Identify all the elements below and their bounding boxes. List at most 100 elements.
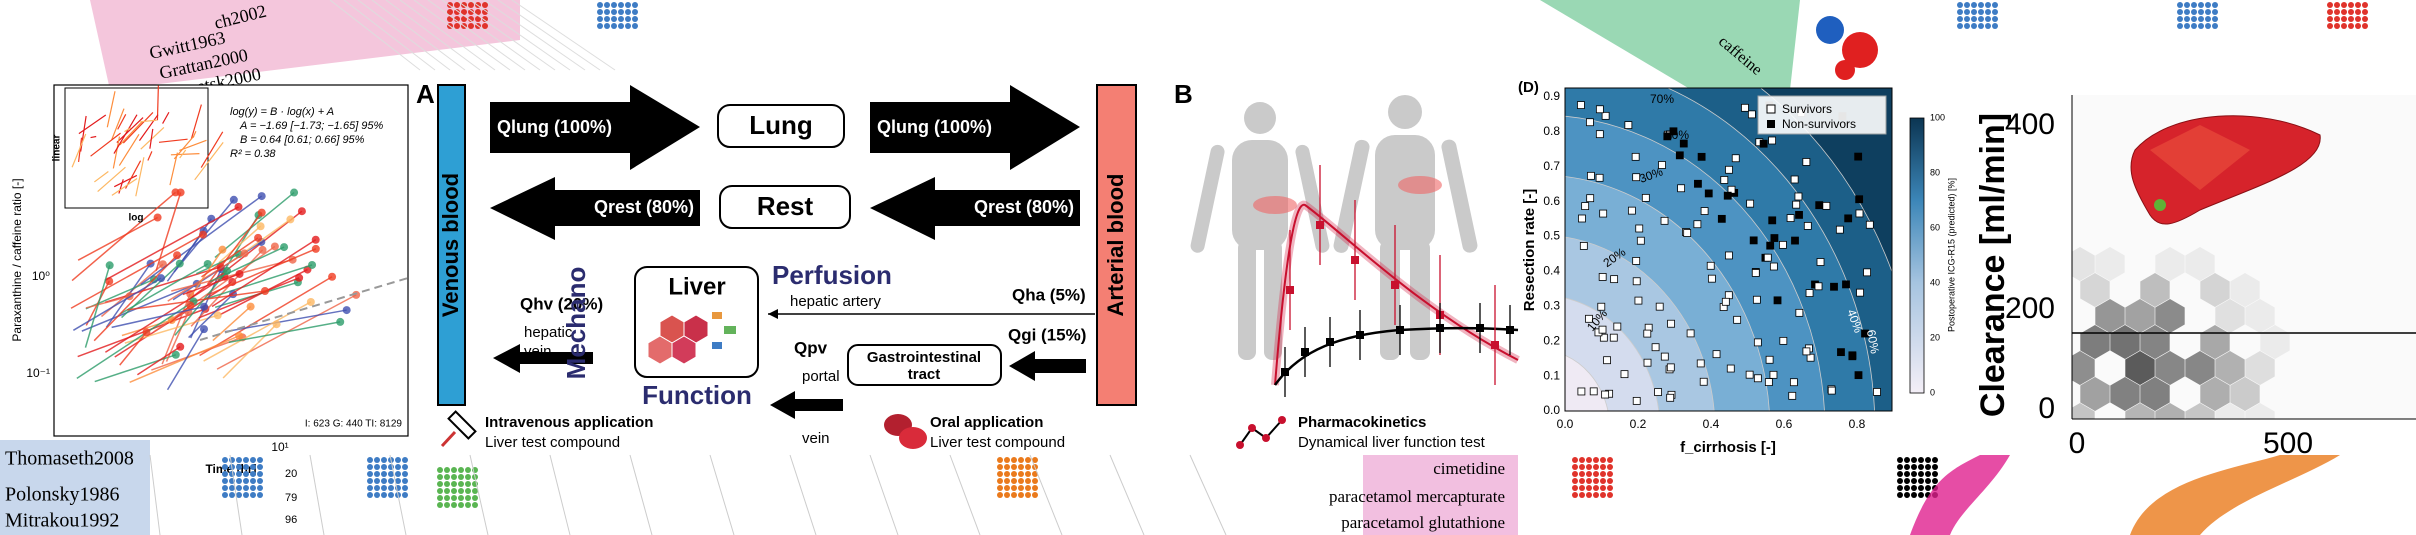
patient-marker xyxy=(1865,220,1874,229)
hexbin-cell xyxy=(2095,247,2125,281)
patient-marker xyxy=(1595,173,1604,182)
x-axis-label: f_cirrhosis [-] xyxy=(1680,439,1776,456)
y-tick-label: 10⁰ xyxy=(32,269,50,283)
patient-marker xyxy=(1779,240,1787,249)
pk-subtitle: Dynamical liver function test xyxy=(1298,434,1486,451)
patient-marker xyxy=(1751,269,1760,277)
strip-dot xyxy=(454,2,460,8)
strip-dot xyxy=(1978,16,1984,22)
inset-trace xyxy=(158,138,188,143)
patient-marker xyxy=(1768,216,1777,225)
strip-dot xyxy=(1897,457,1903,463)
strip-dot xyxy=(461,16,467,22)
strip-dot xyxy=(1011,478,1017,484)
strip-dot xyxy=(451,467,457,473)
strip-dot xyxy=(1025,478,1031,484)
gi-label: tract xyxy=(908,366,941,383)
strip-dot xyxy=(388,478,394,484)
icon-line xyxy=(1239,419,1283,446)
colorbar xyxy=(1909,117,1925,394)
patient-marker xyxy=(1586,118,1594,127)
patient-marker xyxy=(1844,214,1853,223)
strip-dot xyxy=(222,485,228,491)
strip-dot xyxy=(1004,457,1010,463)
legend-label: Survivors xyxy=(1782,102,1832,116)
strip-dot xyxy=(1579,485,1585,491)
trace xyxy=(124,314,218,344)
strip-dot xyxy=(2212,16,2218,22)
torso xyxy=(1232,140,1288,250)
patient-marker xyxy=(1627,206,1636,215)
strip-dot xyxy=(1572,464,1578,470)
dot xyxy=(1835,60,1855,80)
strip-dot xyxy=(1600,492,1606,498)
strip-dot xyxy=(1925,478,1931,484)
strip-dot xyxy=(2334,9,2340,15)
strip-dot xyxy=(1911,464,1917,470)
patient-marker xyxy=(1724,291,1733,300)
strip-bg xyxy=(1540,0,1800,95)
strip-dot xyxy=(2341,16,2347,22)
patient-marker xyxy=(1802,158,1811,166)
trace xyxy=(205,264,313,300)
strip-bg xyxy=(1363,455,1518,535)
strip-dot xyxy=(444,495,450,501)
inset-trace xyxy=(140,119,157,123)
strip-dot xyxy=(2191,2,2197,8)
strip-dot xyxy=(2362,16,2368,22)
strip-dot xyxy=(1011,492,1017,498)
count: 79 xyxy=(285,492,297,504)
liver-facet xyxy=(2150,125,2250,190)
strip-dot xyxy=(1971,23,1977,29)
patient-marker xyxy=(1660,216,1669,225)
strip-line xyxy=(709,454,735,535)
strip-dot xyxy=(1032,485,1038,491)
strip-dot xyxy=(1600,485,1606,491)
patient-marker xyxy=(1766,241,1775,250)
patient-marker xyxy=(1802,347,1811,356)
strip-dot xyxy=(451,474,457,480)
body-silhouettes xyxy=(1190,95,1478,360)
strip-dot xyxy=(1932,471,1938,477)
strip-dot xyxy=(1018,485,1024,491)
strip-dot xyxy=(374,492,380,498)
point xyxy=(186,301,195,310)
flow-label: Qhv (20%) xyxy=(520,294,603,313)
liver-label: Liver xyxy=(668,273,725,300)
strip-line xyxy=(427,0,526,71)
strip-dot xyxy=(402,478,408,484)
colorbar-tick-label: 80 xyxy=(1930,167,1940,177)
scatter-lines xyxy=(70,85,361,391)
strip-dot xyxy=(444,502,450,508)
venous-box xyxy=(437,84,466,406)
strip-dot xyxy=(257,478,263,484)
strip-line xyxy=(389,454,407,535)
strip-dot xyxy=(1579,464,1585,470)
strip-line xyxy=(469,454,489,535)
strip-dot xyxy=(388,471,394,477)
strip-dot xyxy=(1593,478,1599,484)
strip-dot xyxy=(625,9,631,15)
vessel-label: vein xyxy=(802,430,830,447)
strip-dot xyxy=(367,485,373,491)
strip-dot xyxy=(1018,492,1024,498)
patient-marker xyxy=(1749,236,1758,245)
strip-dot xyxy=(1918,464,1924,470)
inset-trace xyxy=(173,135,195,160)
strip-dot xyxy=(1018,471,1024,477)
count: 20 xyxy=(285,468,297,480)
panel-letter: B xyxy=(1174,79,1193,109)
strip-dot xyxy=(632,16,638,22)
strip-dot xyxy=(1918,457,1924,463)
hexbin-cell xyxy=(2245,299,2275,333)
left-plot: Paraxanthine / caffeine ratio [-] Time [… xyxy=(10,84,409,476)
patient-marker xyxy=(1814,282,1823,291)
strip-dot xyxy=(632,23,638,29)
strip-dot xyxy=(2184,16,2190,22)
pk-marker xyxy=(1506,326,1514,334)
inset-trace xyxy=(111,178,138,196)
strip-line xyxy=(229,454,243,535)
point xyxy=(235,269,244,278)
patient-marker xyxy=(1769,262,1778,271)
